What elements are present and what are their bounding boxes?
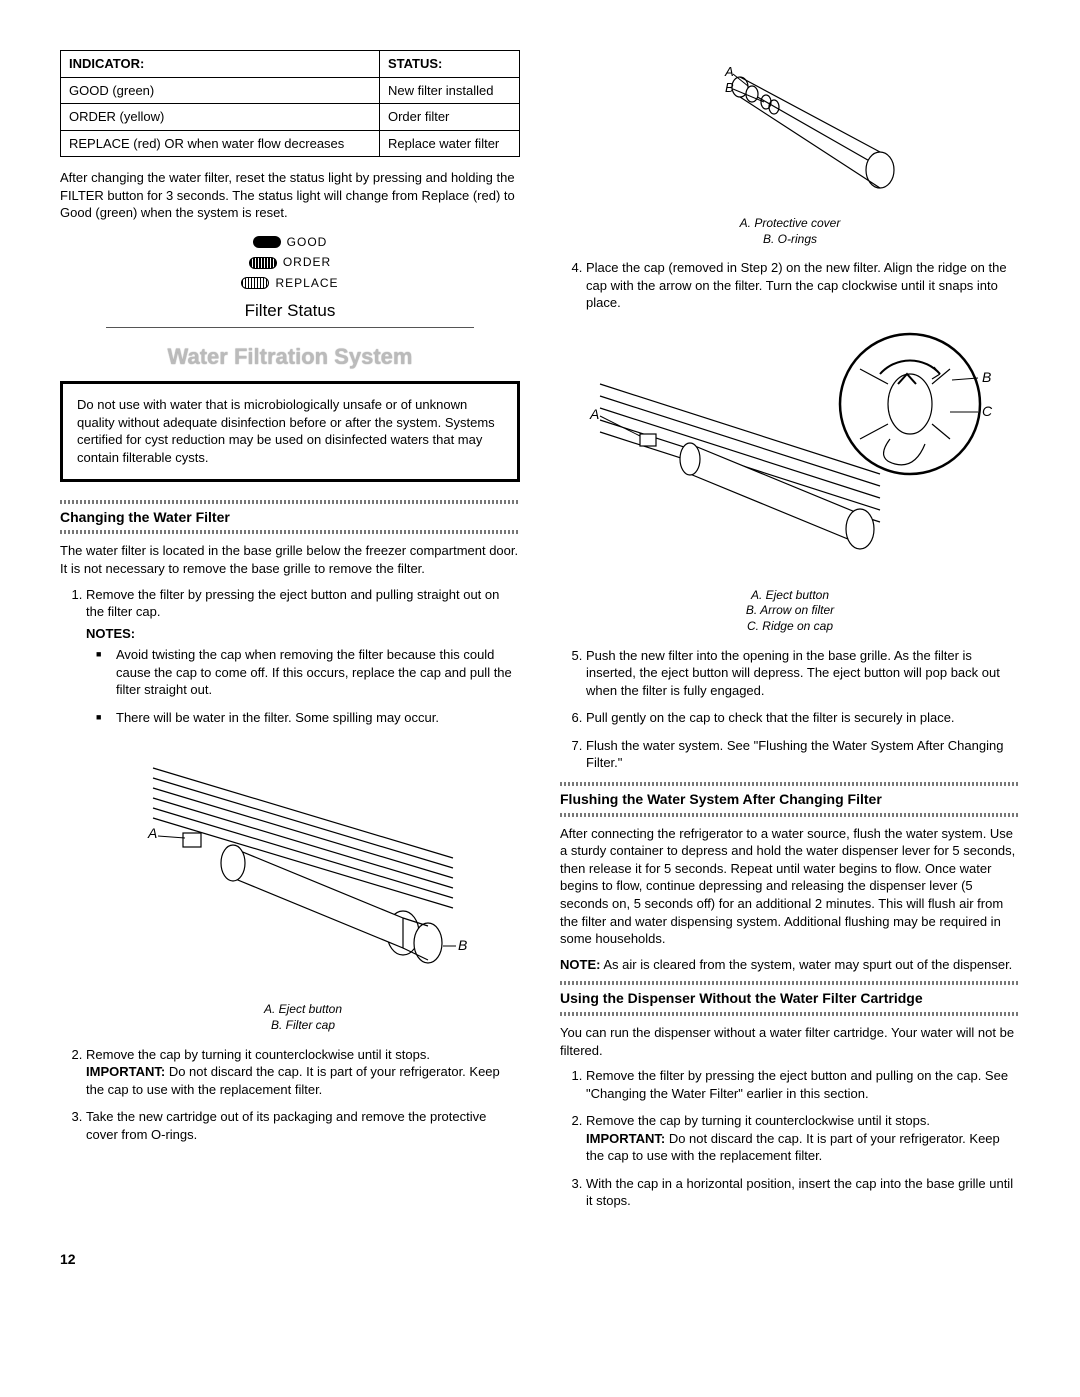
wc-step-1: Remove the filter by pressing the eject … — [586, 1067, 1020, 1102]
changing-filter-intro: The water filter is located in the base … — [60, 542, 520, 577]
fig2-caption-a: A. Protective cover — [560, 216, 1020, 232]
replace-label: REPLACE — [275, 275, 338, 291]
without-cartridge-heading: Using the Dispenser Without the Water Fi… — [560, 989, 1020, 1008]
step-7-text: Flush the water system. See "Flushing th… — [586, 737, 1020, 772]
table-header-indicator: INDICATOR: — [61, 51, 380, 78]
note-2: There will be water in the filter. Some … — [96, 709, 520, 727]
wc-step-2-important-label: IMPORTANT: — [586, 1131, 665, 1146]
svg-text:A: A — [589, 406, 599, 422]
step-6-text: Pull gently on the cap to check that the… — [586, 709, 1020, 727]
svg-text:C: C — [982, 403, 993, 419]
label-b: B — [458, 937, 467, 953]
indicator-status-table: INDICATOR: STATUS: GOOD (green) New filt… — [60, 50, 520, 157]
cap-install-figure: A B C A. Eject button B. Arrow on filter… — [560, 324, 1020, 635]
fig3-caption-b: B. Arrow on filter — [560, 603, 1020, 619]
changing-filter-steps: Remove the filter by pressing the eject … — [60, 586, 520, 1144]
without-cartridge-steps: Remove the filter by pressing the eject … — [560, 1067, 1020, 1210]
step-2-text: Remove the cap by turning it countercloc… — [86, 1047, 430, 1062]
svg-text:B: B — [982, 369, 991, 385]
step-4-text: Place the cap (removed in Step 2) on the… — [586, 259, 1020, 312]
orings-figure: A B A. Protective cover B. O-rings — [560, 62, 1020, 247]
reset-instructions: After changing the water filter, reset t… — [60, 169, 520, 222]
fig1-caption-b: B. Filter cap — [86, 1018, 520, 1034]
flushing-note-label: NOTE: — [560, 957, 600, 972]
changing-filter-heading: Changing the Water Filter — [60, 508, 520, 527]
table-header-status: STATUS: — [379, 51, 519, 78]
good-indicator-icon — [253, 236, 281, 248]
fig3-caption-c: C. Ridge on cap — [560, 619, 1020, 635]
good-label: GOOD — [287, 234, 328, 250]
water-filtration-title: Water Filtration System — [60, 342, 520, 372]
label-a: A — [147, 825, 157, 841]
order-label: ORDER — [283, 254, 331, 270]
safety-warning-box: Do not use with water that is microbiolo… — [60, 381, 520, 481]
note-1: Avoid twisting the cap when removing the… — [96, 646, 520, 699]
step-2-important-label: IMPORTANT: — [86, 1064, 165, 1079]
status-indicator-legend: GOOD ORDER REPLACE — [60, 232, 520, 294]
without-cartridge-intro: You can run the dispenser without a wate… — [560, 1024, 1020, 1059]
page-number: 12 — [60, 1250, 1020, 1269]
fig3-caption-a: A. Eject button — [560, 588, 1020, 604]
filter-removal-figure: A B A. Eject button B. Filter cap — [86, 738, 520, 1033]
fig2-caption-b: B. O-rings — [560, 232, 1020, 248]
changing-filter-steps-cont: Place the cap (removed in Step 2) on the… — [560, 259, 1020, 312]
order-indicator-icon — [249, 257, 277, 269]
step-1-text: Remove the filter by pressing the eject … — [86, 587, 499, 620]
table-row: ORDER (yellow) Order filter — [61, 104, 520, 131]
filter-status-title: Filter Status — [106, 300, 474, 328]
step-5-text: Push the new filter into the opening in … — [586, 647, 1020, 700]
table-row: REPLACE (red) OR when water flow decreas… — [61, 130, 520, 157]
flushing-heading: Flushing the Water System After Changing… — [560, 790, 1020, 809]
wc-step-2-text: Remove the cap by turning it countercloc… — [586, 1113, 930, 1128]
flushing-para: After connecting the refrigerator to a w… — [560, 825, 1020, 948]
notes-label: NOTES: — [86, 625, 520, 643]
svg-text:A: A — [724, 64, 734, 79]
wc-step-3: With the cap in a horizontal position, i… — [586, 1175, 1020, 1210]
table-row: GOOD (green) New filter installed — [61, 77, 520, 104]
replace-indicator-icon — [241, 277, 269, 289]
step-3-text: Take the new cartridge out of its packag… — [86, 1108, 520, 1143]
flushing-note-text: As air is cleared from the system, water… — [600, 957, 1012, 972]
svg-text:B: B — [725, 80, 734, 95]
fig1-caption-a: A. Eject button — [86, 1002, 520, 1018]
changing-filter-steps-567: Push the new filter into the opening in … — [560, 647, 1020, 772]
